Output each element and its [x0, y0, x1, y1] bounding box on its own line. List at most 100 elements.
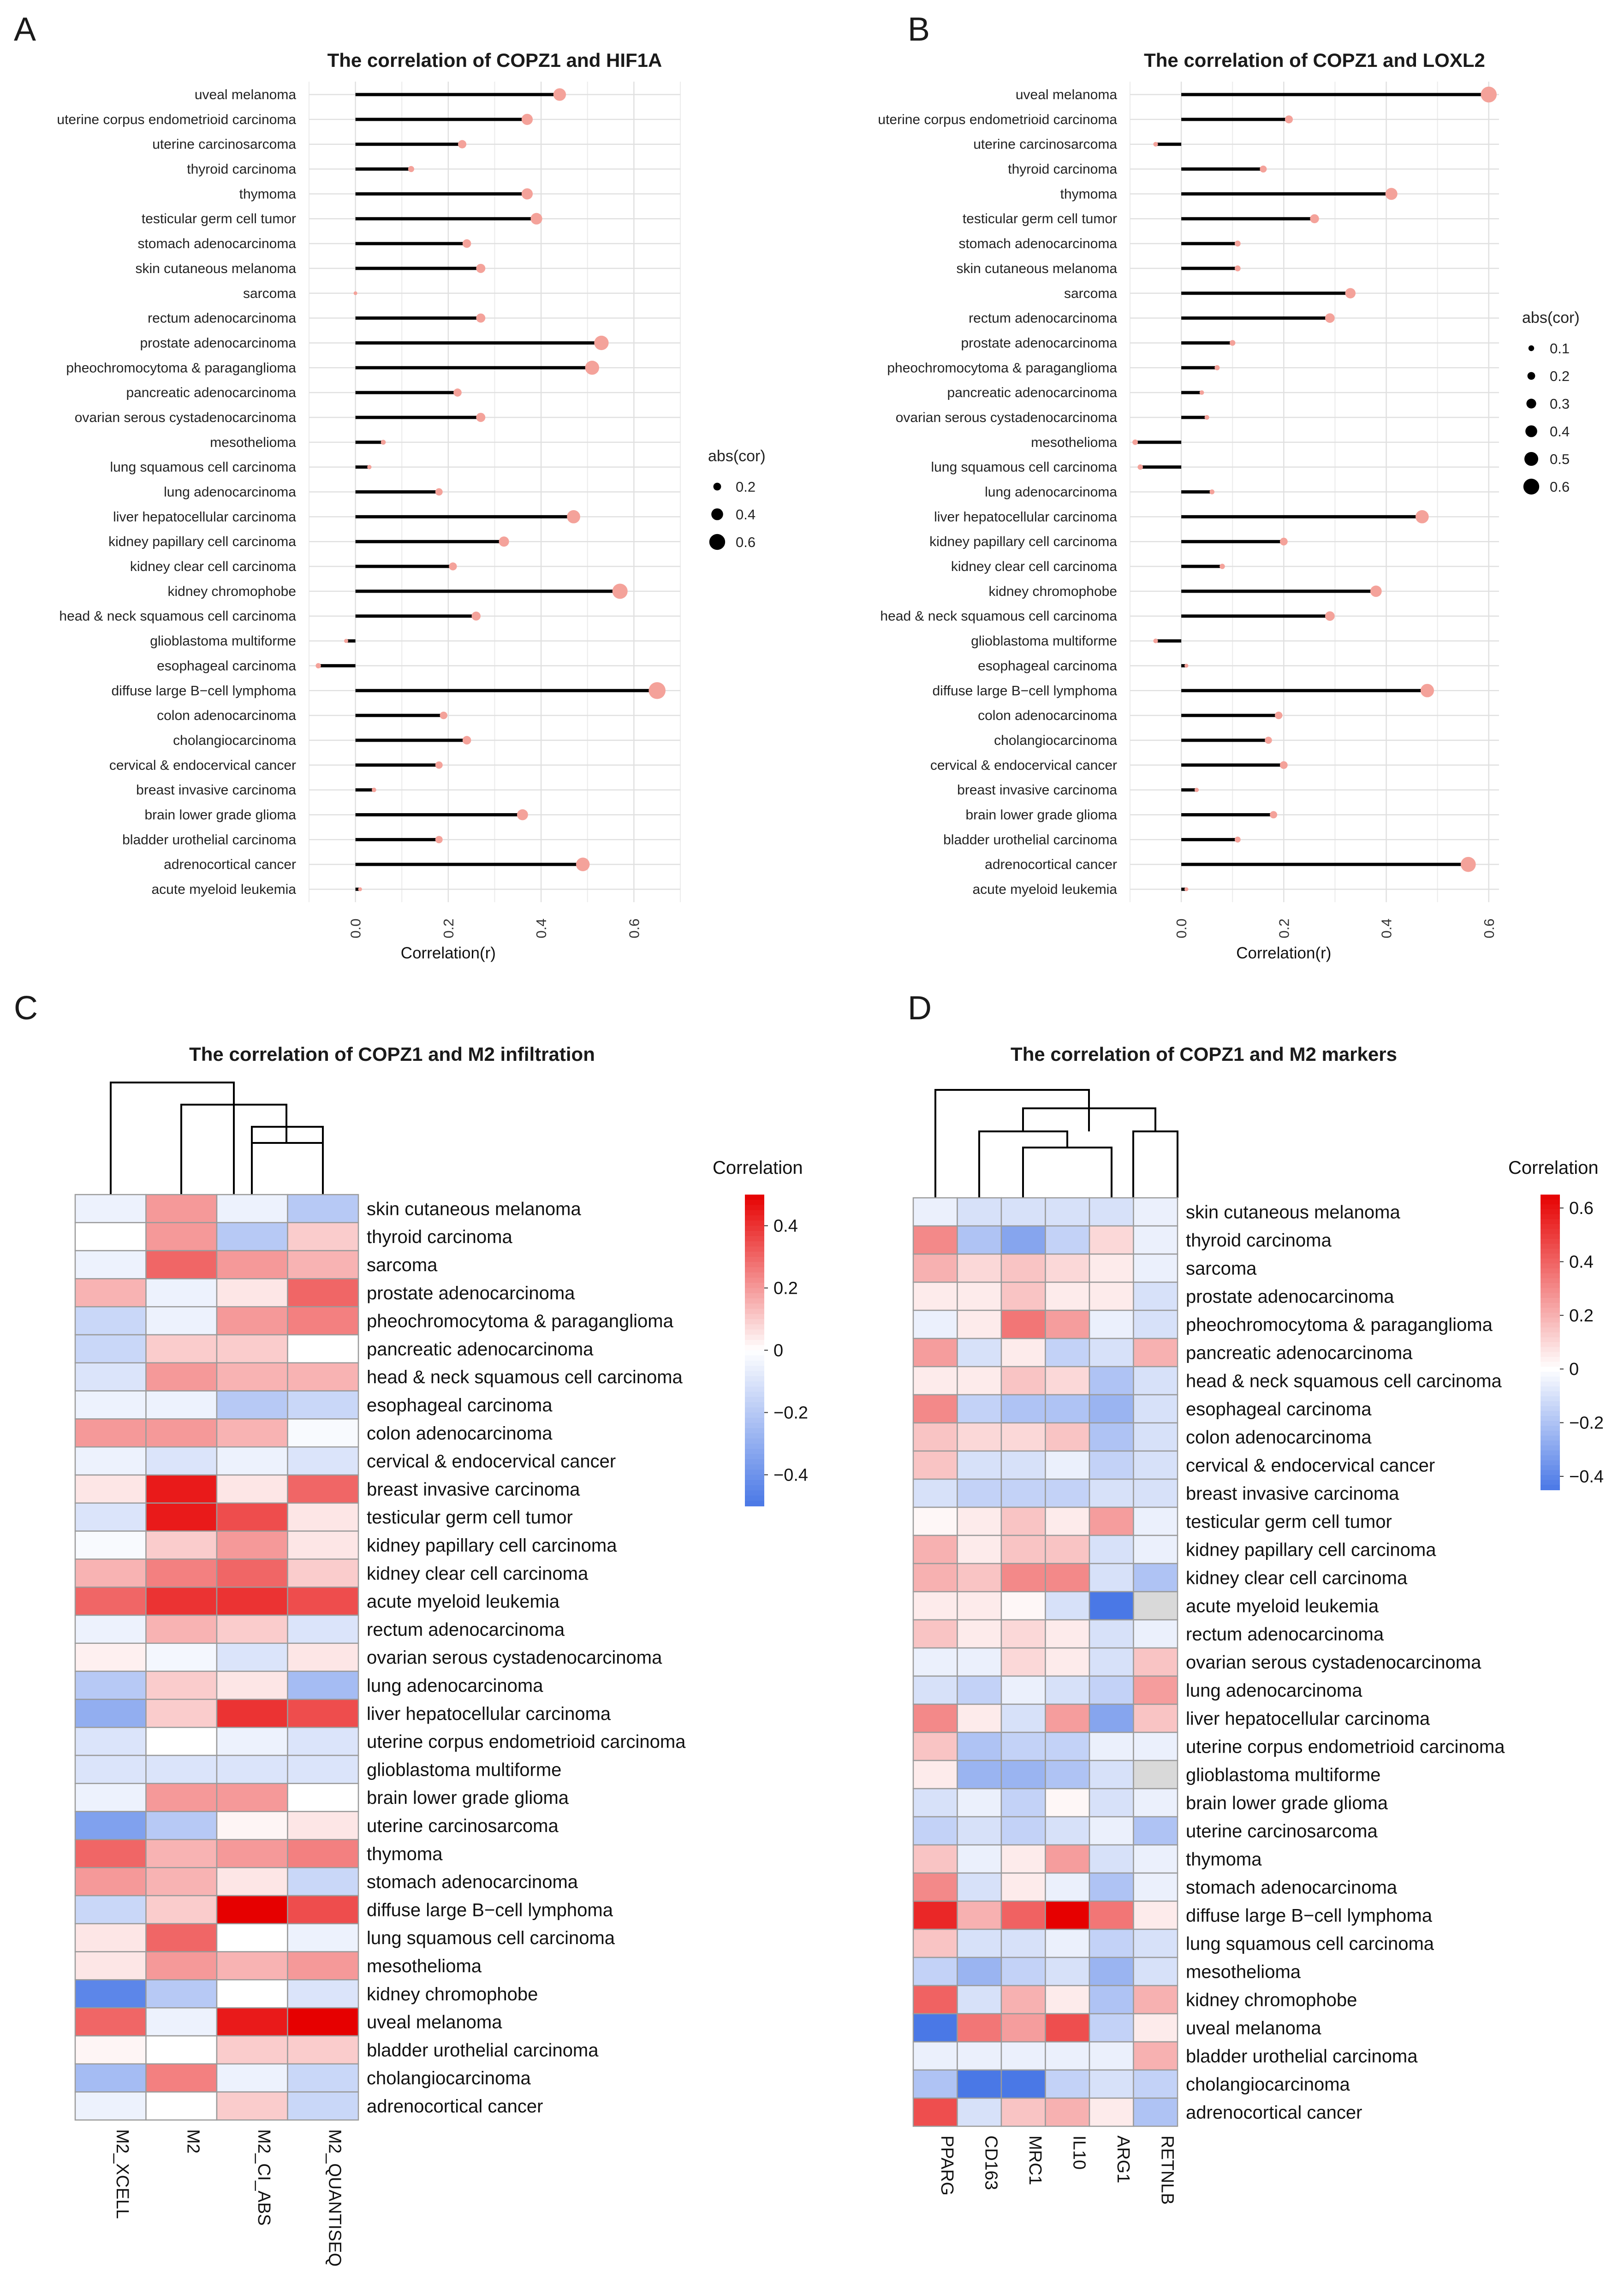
heatmap-cell — [1045, 1900, 1090, 1930]
heatmap-cell — [1000, 1366, 1046, 1396]
heatmap-cell — [287, 1671, 359, 1700]
colorbar-segment — [745, 1225, 764, 1231]
lollipop-dot — [458, 140, 467, 149]
lollipop-dot — [1279, 537, 1288, 546]
heatmap-cell — [74, 1250, 147, 1279]
heatmap-cell — [74, 1418, 147, 1448]
category-label: prostate adenocarcinoma — [961, 335, 1117, 351]
heatmap-cell — [145, 1362, 218, 1392]
category-label: stomach adenocarcinoma — [958, 236, 1117, 251]
category-label: glioblastoma multiforme — [150, 634, 296, 649]
heatmap-cell — [216, 1194, 288, 1224]
lollipop-dot — [1209, 489, 1215, 494]
heatmap-cell — [287, 1446, 359, 1476]
colorbar-segment — [745, 1215, 764, 1221]
lollipop-dot — [1370, 585, 1382, 597]
colorbar-segment — [1541, 1342, 1560, 1348]
heatmap-cell — [1000, 1450, 1046, 1480]
colorbar-segment — [745, 1298, 764, 1304]
heatmap-cell — [1000, 1619, 1046, 1649]
category-label: adrenocortical cancer — [164, 857, 296, 872]
dendrogram-branch — [1022, 1147, 1112, 1198]
lollipop-dot — [1199, 390, 1204, 395]
colorbar-title: Correlation — [713, 1158, 803, 1178]
heatmap-cell — [145, 1306, 218, 1336]
heatmap-cell — [145, 1979, 218, 2009]
colorbar-segment — [745, 1200, 764, 1206]
heatmap-cell — [1133, 1675, 1178, 1705]
heatmap-cell — [1133, 1760, 1178, 1790]
colorbar-segment — [1541, 1455, 1560, 1461]
colorbar-segment — [1541, 1268, 1560, 1274]
category-label: head & neck squamous cell carcinoma — [880, 609, 1117, 624]
heatmap-cell — [1133, 2013, 1178, 2043]
colorbar-segment — [745, 1257, 764, 1263]
colorbar-segment — [745, 1205, 764, 1211]
heatmap-cell — [1133, 1816, 1178, 1846]
row-label: cervical & endocervical cancer — [367, 1451, 616, 1472]
heatmap-cell — [1000, 1872, 1046, 1902]
heatmap-cell — [216, 1811, 288, 1840]
heatmap-cell — [287, 1642, 359, 1672]
heatmap-cell — [145, 1867, 218, 1897]
heatmap-cell — [287, 1250, 359, 1279]
heatmap-cell — [957, 1788, 1002, 1818]
category-label: testicular germ cell tumor — [963, 211, 1117, 226]
heatmap-cell — [145, 2091, 218, 2121]
heatmap-cell — [216, 1334, 288, 1364]
heatmap-cell — [145, 1558, 218, 1588]
heatmap-cell — [1089, 1197, 1134, 1227]
lollipop-dot — [453, 388, 462, 397]
colorbar-tick-label: −0.4 — [773, 1466, 808, 1485]
heatmap-cell — [1133, 1788, 1178, 1818]
heatmap-cell — [912, 1563, 958, 1593]
row-label: uveal melanoma — [1186, 2018, 1321, 2039]
lollipop-dot — [1204, 415, 1209, 420]
heatmap-cell — [1045, 1731, 1090, 1761]
colorbar-segment — [1541, 1391, 1560, 1397]
lollipop-dot — [1219, 564, 1225, 569]
heatmap-cell — [957, 2041, 1002, 2071]
colorbar-segment — [1541, 1465, 1560, 1471]
heatmap-cell — [1045, 1225, 1090, 1255]
heatmap-cell — [912, 1619, 958, 1649]
category-label: lung squamous cell carcinoma — [110, 460, 296, 475]
colorbar-tick-label: 0 — [773, 1341, 783, 1361]
lollipop-dot — [594, 335, 609, 351]
heatmap-cell — [1045, 2069, 1090, 2099]
lollipop-dot — [1184, 887, 1189, 892]
heatmap-cell — [957, 1450, 1002, 1480]
heatmap-cell — [1045, 1506, 1090, 1536]
colorbar-segment — [1541, 1435, 1560, 1441]
heatmap-cell — [216, 1642, 288, 1672]
size-legend-dot — [1526, 399, 1536, 409]
row-label: acute myeloid leukemia — [1186, 1596, 1379, 1617]
colorbar-segment — [745, 1402, 764, 1408]
size-legend-dot — [1524, 452, 1538, 466]
category-label: acute myeloid leukemia — [973, 882, 1118, 897]
colorbar-segment — [745, 1449, 764, 1455]
heatmap-cell — [1089, 1422, 1134, 1452]
category-label: colon adenocarcinoma — [157, 708, 296, 723]
lollipop-dot — [440, 711, 447, 720]
column-label: M2_CI_ABS — [254, 2129, 274, 2225]
category-label: bladder urothelial carcinoma — [122, 832, 296, 847]
x-axis-label: Correlation(r) — [401, 944, 496, 962]
heatmap-cell — [957, 1366, 1002, 1396]
heatmap-cell — [1000, 1816, 1046, 1846]
heatmap-cell — [1045, 1844, 1090, 1874]
heatmap-cell — [1045, 1675, 1090, 1705]
heatmap-cell — [957, 2097, 1002, 2127]
heatmap-cell — [216, 1895, 288, 1925]
heatmap-cell — [957, 1309, 1002, 1339]
heatmap-cell — [216, 1530, 288, 1560]
row-label: kidney clear cell carcinoma — [367, 1564, 589, 1584]
x-tick-label: 0.6 — [1481, 918, 1497, 938]
heatmap-cell — [74, 1783, 147, 1812]
colorbar-segment — [745, 1324, 764, 1330]
column-label: RETNLB — [1157, 2135, 1177, 2205]
heatmap-cell — [287, 1726, 359, 1756]
colorbar-segment — [1541, 1258, 1560, 1264]
heatmap-cell — [216, 1783, 288, 1812]
heatmap-cell — [1089, 1872, 1134, 1902]
